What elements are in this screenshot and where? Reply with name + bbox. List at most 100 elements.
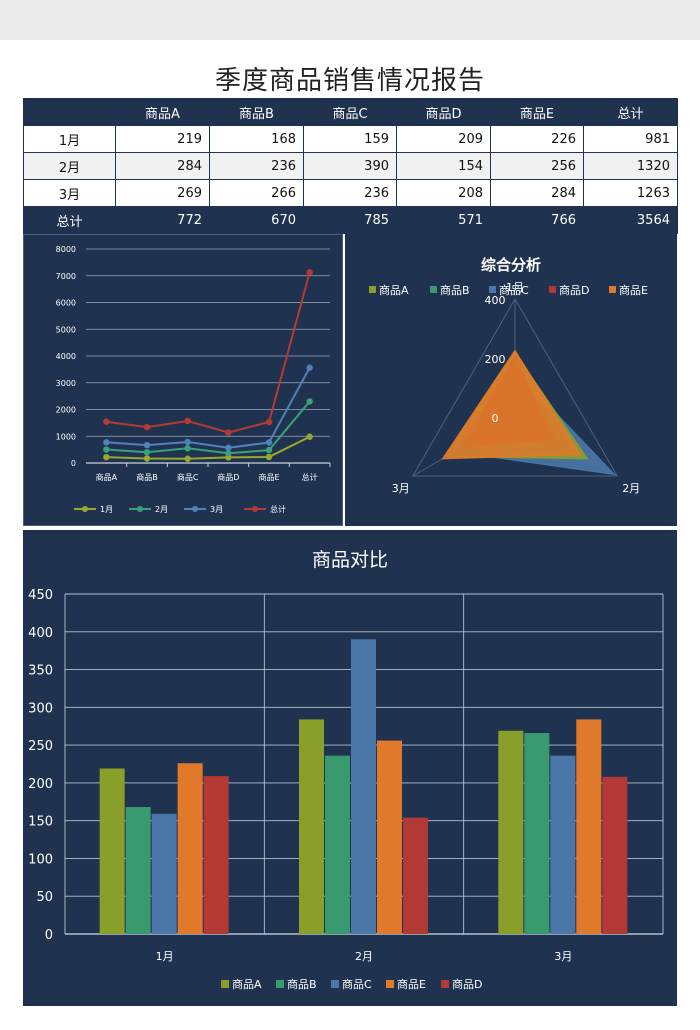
y-tick-label: 250 (28, 739, 53, 754)
radar-chart-panel: 综合分析 商品A 商品B 商品C 商品D 商品E 0 200 400 1月 2月 3月 (345, 234, 677, 526)
data-point (143, 423, 151, 431)
total-cell: 670 (209, 206, 304, 234)
legend-swatch (386, 980, 394, 988)
table-total-row: 总计 772 670 785 571 766 3564 (23, 206, 678, 234)
radar-axis-label: 2月 (622, 482, 640, 495)
table-header-cell (23, 98, 116, 126)
x-tick-label: 2月 (355, 950, 373, 963)
y-tick-label: 50 (36, 890, 53, 905)
total-label: 总计 (23, 206, 116, 234)
data-point (103, 418, 110, 425)
data-point (306, 269, 313, 276)
data-point (306, 398, 313, 405)
x-tick-label: 商品B (136, 472, 158, 482)
table-cell: 168 (209, 125, 304, 153)
legend-swatch (369, 286, 376, 293)
y-tick-label: 200 (28, 777, 53, 792)
line-chart: 0 1000 2000 3000 4000 5000 6000 7000 8000 商品A 商品B 商… (56, 245, 331, 514)
y-tick-label: 100 (28, 852, 53, 867)
bar (325, 755, 350, 934)
table-header-row: 商品A 商品B 商品C 商品D 商品E 总计 (23, 98, 678, 126)
report-title: 季度商品销售情况报告 (214, 66, 485, 96)
bar (177, 763, 203, 934)
table-cell: 209 (396, 125, 491, 153)
legend-swatch (609, 286, 616, 293)
legend-label: 2月 (155, 505, 168, 514)
data-point (184, 438, 191, 446)
radar-axis-label: 3月 (392, 482, 410, 495)
table-cell: 269 (115, 179, 210, 207)
bar (299, 719, 324, 934)
data-point (184, 417, 191, 425)
data-point (225, 444, 232, 451)
row-label: 2月 (23, 152, 116, 180)
series-line (106, 272, 311, 434)
bar (151, 813, 177, 934)
table-header-cell: 总计 (583, 98, 678, 126)
table-row: 3月 269 266 236 208 284 1263 (23, 179, 678, 207)
legend-label: 商品B (440, 283, 470, 297)
data-point (143, 448, 151, 456)
table-header-cell: 商品A (115, 98, 210, 126)
y-tick-label: 0 (45, 928, 53, 943)
table-cell: 284 (490, 179, 584, 207)
total-cell: 571 (396, 206, 491, 234)
bar (203, 776, 229, 934)
table-cell: 256 (490, 152, 584, 180)
total-cell: 785 (303, 206, 397, 234)
table-row: 2月 284 236 390 154 256 1320 (23, 152, 678, 180)
y-tick-label: 150 (28, 815, 53, 830)
x-tick-label: 总计 (302, 472, 318, 482)
table-header-cell: 商品E (490, 98, 584, 126)
legend-swatch (221, 980, 229, 988)
table-row: 1月 219 168 159 209 226 981 (23, 125, 678, 153)
table-cell: 266 (209, 179, 304, 207)
table-cell: 208 (396, 179, 491, 207)
data-point (184, 455, 191, 462)
legend-label: 总计 (270, 504, 286, 514)
x-tick-label: 商品D (217, 472, 239, 482)
table-cell: 219 (115, 125, 210, 153)
table-cell: 236 (209, 152, 304, 180)
table-cell: 1263 (583, 179, 678, 207)
table-cell: 1320 (583, 152, 678, 180)
bar-chart: 商品对比 0 50 100 150 200 250 300 350 400 450 1月 2月 3月商品A… (28, 549, 664, 991)
data-point (306, 364, 313, 371)
legend-label: 商品A (232, 977, 262, 991)
table-cell: 154 (396, 152, 491, 180)
bar (351, 639, 376, 934)
data-point (265, 439, 273, 446)
table-header-cell: 商品C (303, 98, 397, 126)
y-tick-label: 8000 (56, 245, 76, 254)
y-tick-label: 4000 (56, 352, 76, 361)
x-tick-label: 商品E (258, 472, 279, 482)
data-point (103, 453, 110, 461)
data-point (225, 429, 232, 436)
legend-marker (252, 506, 258, 512)
total-cell: 3564 (583, 206, 678, 234)
legend-marker (192, 506, 198, 512)
legend-swatch (489, 286, 496, 293)
legend-label: 商品C (499, 283, 529, 297)
y-tick-label: 6000 (56, 299, 76, 308)
data-point (265, 418, 273, 426)
legend-marker (82, 506, 88, 512)
data-point (184, 445, 191, 452)
bar (99, 768, 125, 934)
data-point (103, 446, 110, 453)
radar-tick-label: 200 (485, 353, 506, 366)
x-tick-label: 商品C (177, 472, 199, 482)
legend-label: 商品B (287, 977, 317, 991)
legend-swatch (331, 980, 339, 988)
row-label: 3月 (23, 179, 116, 207)
bar (602, 776, 628, 934)
y-tick-label: 300 (28, 701, 53, 716)
radar-grid (411, 298, 619, 477)
data-point (265, 453, 273, 461)
data-point (225, 450, 232, 457)
radar-series-area (441, 349, 582, 460)
row-label: 1月 (23, 125, 116, 153)
bar (403, 817, 428, 934)
legend-swatch (276, 980, 284, 988)
